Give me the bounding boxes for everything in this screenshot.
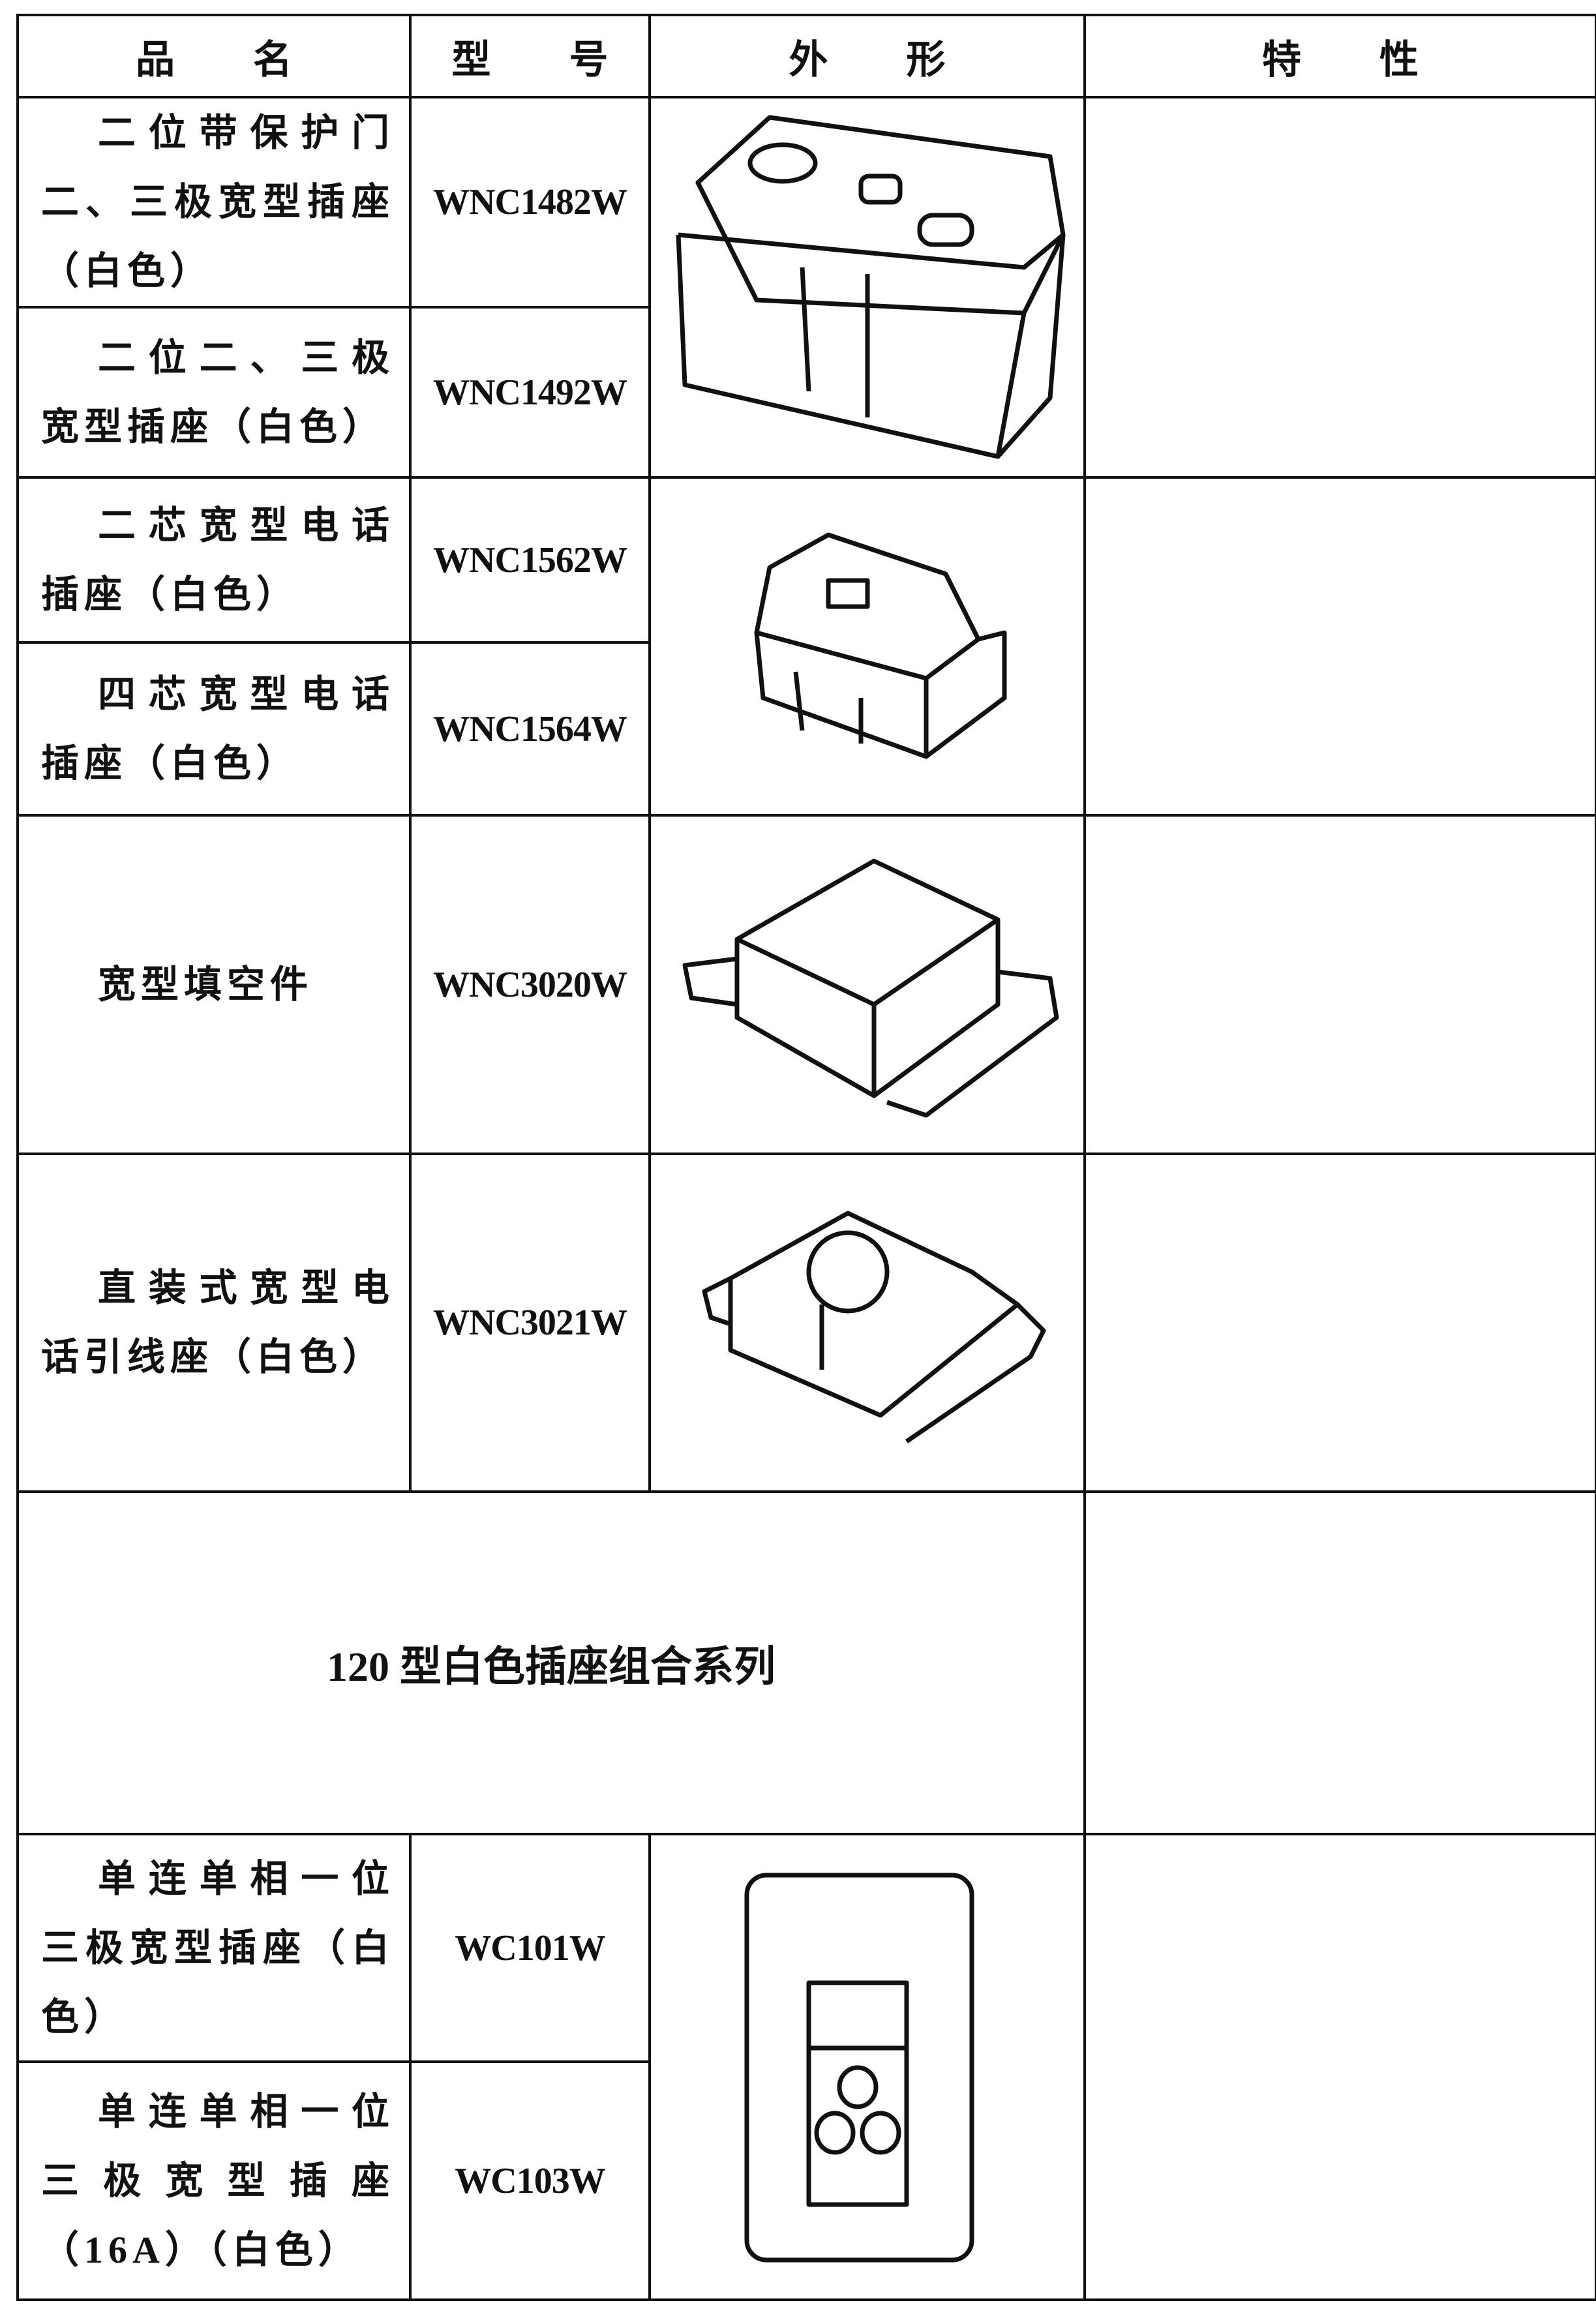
product-name-text: 二芯宽型电话插座（白色）	[41, 504, 395, 616]
product-name: 二位二、三极宽型插座（白色）	[16, 306, 412, 479]
product-model: WNC1482W	[409, 96, 651, 309]
header-cell-text: 型 号	[451, 38, 609, 82]
product-name: 直装式宽型电话引线座（白色）	[16, 1152, 412, 1493]
section-title: 120 型白色插座组合系列	[16, 1490, 1086, 1835]
product-name: 二芯宽型电话插座（白色）	[16, 476, 412, 644]
product-name-text: 二位二、三极宽型插座（白色）	[41, 336, 395, 448]
product-model-text: WNC3020W	[433, 964, 627, 1005]
product-model: WNC3021W	[409, 1152, 651, 1493]
feature-cell	[1083, 476, 1596, 817]
product-model-text: WC103W	[455, 2160, 605, 2201]
header-cell-text: 外 形	[789, 38, 946, 82]
product-name-text: 直装式宽型电话引线座（白色）	[41, 1267, 395, 1378]
header-cell: 特 性	[1083, 14, 1596, 98]
blank-filler-illustration	[682, 858, 1059, 1118]
product-name: 二位带保护门二、三极宽型插座（白色）	[16, 96, 412, 309]
header-cell: 型 号	[409, 14, 651, 98]
product-model: WNC1564W	[409, 641, 651, 817]
phone-socket-illustration	[754, 532, 1007, 759]
header-cell-text: 特 性	[1262, 38, 1419, 82]
header-cell: 品 名	[16, 14, 412, 98]
product-model: WC101W	[409, 1833, 651, 2063]
product-model-text: WNC1564W	[433, 708, 627, 749]
product-name: 四芯宽型电话插座（白色）	[16, 641, 412, 817]
product-name-text: 二位带保护门二、三极宽型插座（白色）	[41, 112, 395, 292]
lead-socket-illustration	[702, 1211, 1046, 1443]
product-name-text: 四芯宽型电话插座（白色）	[41, 672, 395, 785]
product-model-text: WNC1562W	[433, 539, 627, 580]
product-model: WNC1492W	[409, 306, 651, 479]
header-cell: 外 形	[648, 14, 1086, 98]
product-name: 宽型填空件	[16, 814, 412, 1155]
feature-cell	[1083, 1833, 1596, 2301]
product-name: 单连单相一位三极宽型插座（白色）	[16, 1833, 412, 2063]
product-model-text: WNC1482W	[433, 182, 627, 222]
header-cell-text: 品 名	[136, 38, 292, 82]
product-name-text: 单连单相一位三极宽型插座（白色）	[41, 1857, 395, 2038]
wall-plate-illustration	[744, 1873, 974, 2263]
product-name: 单连单相一位三极宽型插座（16A）（白色）	[16, 2060, 412, 2301]
feature-cell	[1083, 96, 1596, 479]
feature-cell	[1083, 1490, 1596, 1835]
product-name-text: 单连单相一位三极宽型插座（16A）（白色）	[41, 2090, 395, 2271]
product-model: WNC3020W	[409, 814, 651, 1155]
product-model-text: WNC3021W	[433, 1303, 627, 1343]
product-model-text: WNC1492W	[433, 372, 627, 413]
socket-illustration	[676, 115, 1066, 459]
feature-cell	[1083, 814, 1596, 1155]
product-name-text: 宽型填空件	[98, 963, 314, 1006]
product-model: WNC1562W	[409, 476, 651, 644]
product-model-text: WC101W	[455, 1927, 605, 1968]
product-model: WC103W	[409, 2060, 651, 2301]
feature-cell	[1083, 1152, 1596, 1493]
section-title-text: 120 型白色插座组合系列	[327, 1643, 775, 1690]
